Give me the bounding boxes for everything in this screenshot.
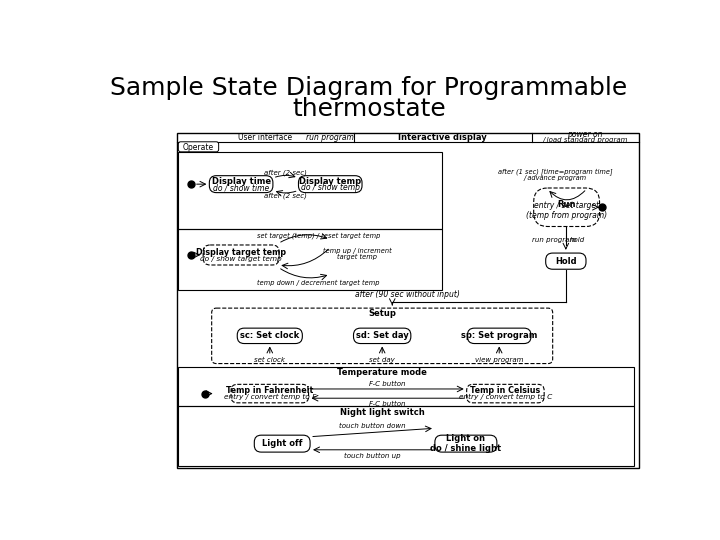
Text: Interactive display: Interactive display (398, 133, 487, 141)
Text: after (1 sec) [time=program time]: after (1 sec) [time=program time] (498, 168, 612, 176)
Text: sd: Set day: sd: Set day (356, 332, 408, 340)
Text: User interface: User interface (238, 133, 292, 141)
Text: set target (temp) / reset target temp: set target (temp) / reset target temp (257, 232, 380, 239)
Text: temp up / increment: temp up / increment (323, 248, 392, 254)
Text: power on: power on (567, 130, 603, 139)
Text: Light off: Light off (262, 439, 302, 448)
Text: Display temp: Display temp (300, 177, 361, 186)
Text: touch button up: touch button up (344, 453, 401, 459)
Bar (179, 406, 634, 466)
Text: Light on
do / shine light: Light on do / shine light (431, 434, 501, 454)
Text: / advance program: / advance program (523, 175, 587, 181)
Text: thermostate: thermostate (292, 97, 446, 122)
Text: entry / convert temp to F: entry / convert temp to F (224, 394, 316, 400)
FancyBboxPatch shape (254, 435, 310, 452)
Text: set day: set day (369, 356, 395, 363)
Text: after (90 sec without input): after (90 sec without input) (355, 290, 460, 299)
Text: view program: view program (475, 357, 523, 363)
Text: sc: Set clock: sc: Set clock (240, 332, 300, 340)
FancyBboxPatch shape (299, 176, 362, 193)
Text: Setup: Setup (368, 309, 396, 318)
Text: Hold: Hold (555, 256, 577, 266)
Text: do / show time: do / show time (213, 183, 269, 192)
FancyBboxPatch shape (435, 435, 497, 452)
FancyBboxPatch shape (354, 328, 411, 343)
Text: F-C button: F-C button (369, 401, 406, 407)
Text: after (2 sec): after (2 sec) (264, 170, 307, 176)
Text: run program: run program (532, 238, 576, 244)
FancyBboxPatch shape (212, 308, 553, 363)
Bar (179, 367, 634, 406)
Text: sp: Set program: sp: Set program (461, 332, 537, 340)
Text: Run: Run (557, 200, 576, 209)
Text: Display target temp: Display target temp (196, 248, 286, 257)
FancyBboxPatch shape (231, 384, 309, 403)
Text: set clock: set clock (254, 357, 285, 363)
Text: do / show temp: do / show temp (301, 183, 360, 192)
FancyBboxPatch shape (534, 188, 600, 226)
FancyBboxPatch shape (179, 142, 219, 152)
Text: run program: run program (306, 133, 354, 141)
Text: after (2 sec): after (2 sec) (264, 192, 307, 199)
FancyBboxPatch shape (238, 328, 302, 343)
Text: hold: hold (570, 238, 585, 244)
Bar (179, 152, 442, 229)
Bar (179, 229, 442, 291)
FancyBboxPatch shape (546, 253, 586, 269)
Text: entry / set target
(temp from program): entry / set target (temp from program) (526, 201, 607, 220)
Bar (177, 132, 639, 468)
Text: Display time: Display time (212, 177, 271, 186)
Text: Temp in Celsius: Temp in Celsius (470, 387, 541, 395)
Text: Night light switch: Night light switch (340, 408, 425, 416)
Text: / load standard program: / load standard program (542, 137, 628, 143)
Text: temp down / decrement target temp: temp down / decrement target temp (257, 280, 380, 286)
Text: Temp in Fahrenheit: Temp in Fahrenheit (226, 387, 313, 395)
Text: Operate: Operate (183, 143, 214, 152)
Text: entry / convert temp to C: entry / convert temp to C (459, 394, 552, 400)
Text: touch button down: touch button down (339, 423, 406, 429)
Text: do / show target temp: do / show target temp (200, 255, 282, 261)
FancyBboxPatch shape (467, 328, 531, 343)
FancyBboxPatch shape (203, 245, 279, 265)
FancyBboxPatch shape (210, 176, 273, 193)
Text: Temperature mode: Temperature mode (337, 368, 427, 377)
Text: Sample State Diagram for Programmable: Sample State Diagram for Programmable (110, 76, 628, 100)
FancyBboxPatch shape (467, 384, 544, 403)
Text: F-C button: F-C button (369, 381, 406, 387)
Text: target temp: target temp (338, 253, 377, 260)
